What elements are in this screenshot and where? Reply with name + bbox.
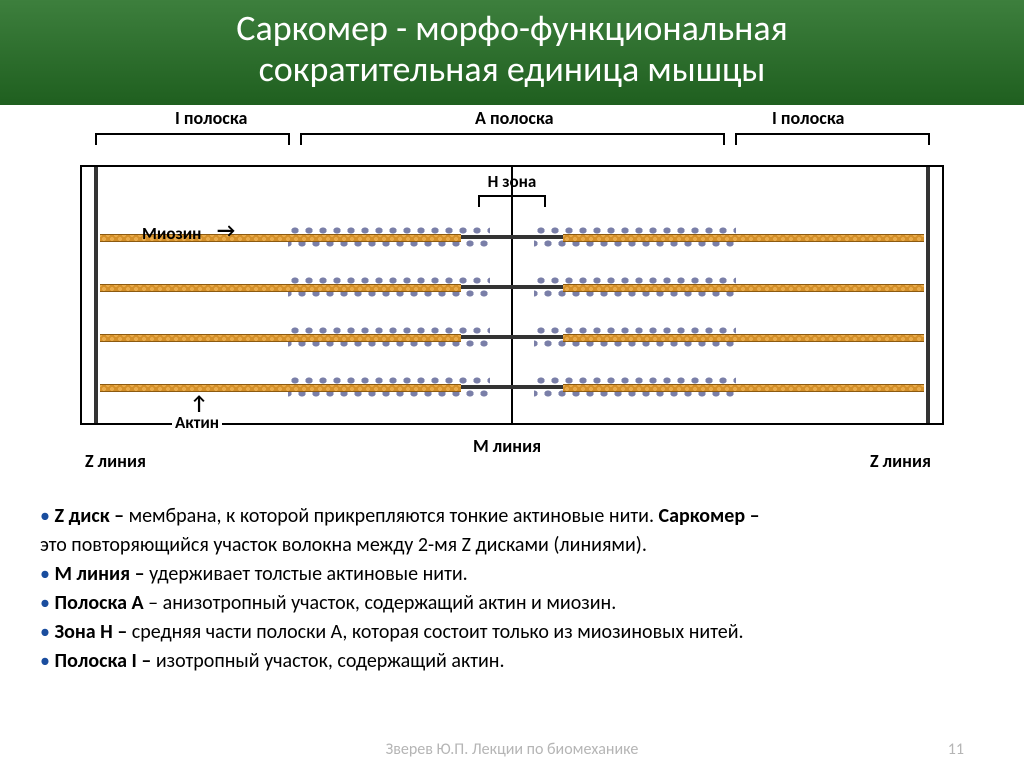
bracket-i-right xyxy=(735,133,930,143)
bracket-i-left xyxy=(95,133,290,143)
actin-filament xyxy=(563,234,924,242)
label-z-line-right: Z линия xyxy=(870,450,931,472)
filament-row-2 xyxy=(82,272,942,302)
filament-row-4 xyxy=(82,372,942,402)
bullet-2: • М линия – удерживает толстые актиновые… xyxy=(40,561,984,588)
label-a-band: А полоска xyxy=(475,107,554,129)
label-i-band-left: I полоска xyxy=(175,107,247,129)
footer-text: Зверев Ю.П. Лекции по биомеханике xyxy=(0,740,1024,759)
label-myosin: Миозин xyxy=(142,223,201,244)
bullet-3: • Полоска А – анизотропный участок, соде… xyxy=(40,590,984,617)
bullet-5: • Полоска I – изотропный участок, содерж… xyxy=(40,648,984,675)
arrow-myosin: → xyxy=(217,219,235,243)
slide-title: Саркомер - морфо-функциональная сократит… xyxy=(0,0,1024,105)
filament-row-1 xyxy=(82,222,942,252)
label-actin: Актин xyxy=(172,412,222,433)
sarcomere-box: Н зона xyxy=(80,165,944,425)
bullet-1: • Z диск – мембрана, к которой прикрепля… xyxy=(40,503,984,530)
sarcomere-diagram: I полоска А полоска I полоска Н зона xyxy=(0,105,1024,485)
title-line-2: сократительная единица мышцы xyxy=(10,49,1014,90)
label-m-line: М линия xyxy=(473,435,541,457)
page-number: 11 xyxy=(948,740,964,759)
bullet-4: • Зона Н – средняя части полоски А, кото… xyxy=(40,619,984,646)
label-z-line-left: Z линия xyxy=(85,450,146,472)
label-i-band-right: I полоска xyxy=(772,107,844,129)
filament-row-3 xyxy=(82,322,942,352)
title-line-1: Саркомер - морфо-функциональная xyxy=(10,8,1014,49)
bullet-1b: это повторяющийся участок волокна между … xyxy=(40,532,984,559)
description-bullets: • Z диск – мембрана, к которой прикрепля… xyxy=(0,485,1024,675)
bracket-a xyxy=(300,133,725,143)
